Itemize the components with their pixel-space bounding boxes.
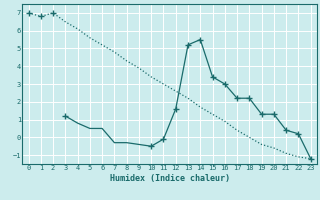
X-axis label: Humidex (Indice chaleur): Humidex (Indice chaleur) bbox=[110, 174, 230, 183]
